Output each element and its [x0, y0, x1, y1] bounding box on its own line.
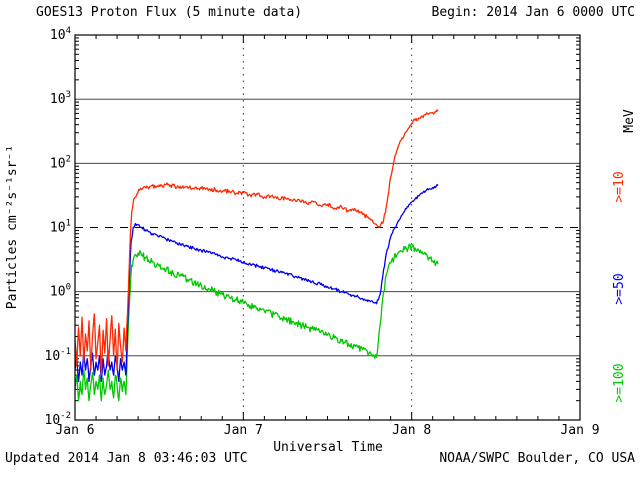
x-tick-label: Jan 9 [560, 423, 599, 438]
y-tick-label: 103 [50, 90, 71, 107]
chart-title: GOES13 Proton Flux (5 minute data) [36, 5, 303, 20]
credit-label: NOAA/SWPC Boulder, CO USA [439, 451, 635, 466]
y-tick-label: 10-1 [45, 347, 72, 364]
plot-frame [74, 34, 581, 421]
y-tick-label: 100 [50, 283, 71, 300]
updated-timestamp: Updated 2014 Jan 8 03:46:03 UTC [5, 451, 248, 466]
legend-ge50: >=50 [612, 273, 627, 305]
right-axis-unit-label: MeV [622, 109, 637, 133]
y-tick-label: 102 [50, 154, 71, 171]
series-group [75, 109, 439, 402]
x-tick-label: Jan 6 [55, 423, 94, 438]
series-line-ge50 [75, 183, 439, 383]
y-tick-label: 104 [50, 26, 71, 43]
x-tick-label: Jan 7 [224, 423, 263, 438]
x-axis-label: Universal Time [273, 440, 383, 455]
y-tick-label: 101 [50, 219, 71, 236]
x-tick-label: Jan 8 [392, 423, 431, 438]
y-axis-label: Particles cm⁻²s⁻¹sr⁻¹ [5, 144, 20, 310]
begin-timestamp: Begin: 2014 Jan 6 0000 UTC [431, 5, 636, 20]
legend-ge100: >=100 [612, 363, 627, 403]
series-line-ge100 [75, 243, 439, 402]
y-tick-label: 10-2 [45, 411, 72, 428]
legend-ge10: >=10 [612, 171, 627, 203]
series-line-ge10 [75, 109, 439, 376]
